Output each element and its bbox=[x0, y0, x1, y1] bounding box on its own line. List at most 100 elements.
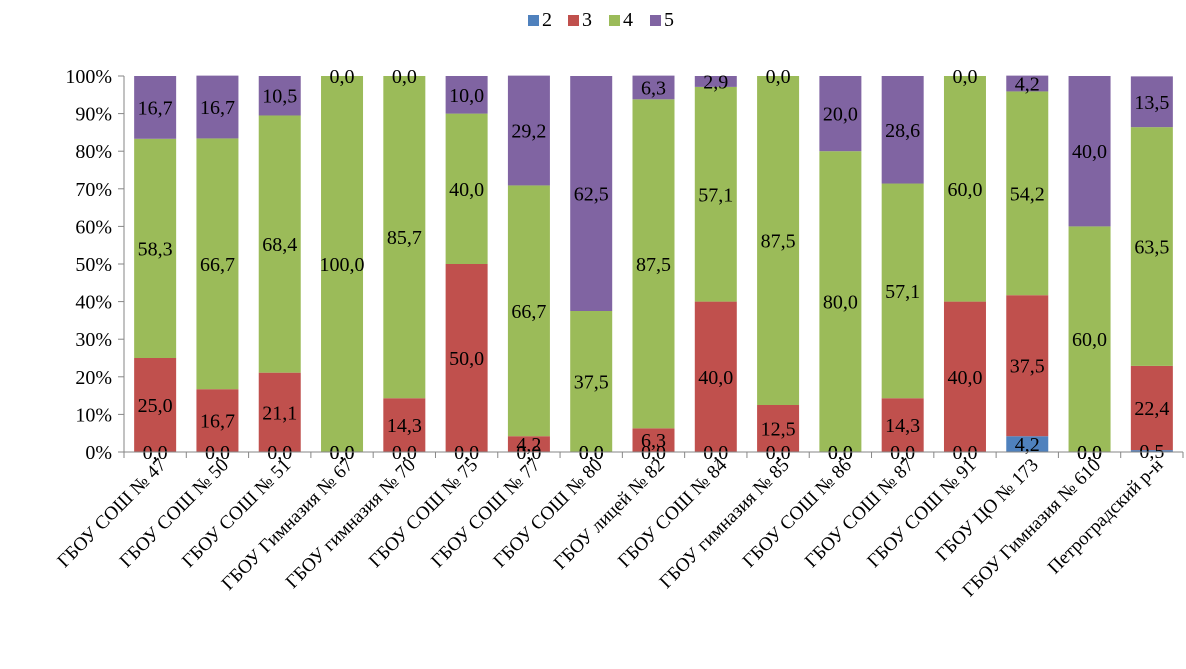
data-label-4: 66,7 bbox=[200, 254, 235, 276]
data-label-3: 40,0 bbox=[947, 367, 982, 389]
bar-segment-3 bbox=[694, 301, 737, 452]
bar-segment-5 bbox=[507, 75, 550, 186]
data-label-3: 12,5 bbox=[761, 419, 796, 441]
y-tick-label: 70% bbox=[75, 179, 112, 201]
legend-swatch-2 bbox=[528, 15, 539, 26]
x-tick-label: ГБОУ СОШ № 50 bbox=[116, 455, 233, 572]
x-tick-label: ГБОУ СОШ № 80 bbox=[489, 455, 606, 572]
data-label-5: 20,0 bbox=[823, 104, 858, 126]
y-tick-label: 40% bbox=[75, 292, 112, 314]
bar-segment-5 bbox=[1068, 76, 1111, 227]
bar-segment-3 bbox=[445, 264, 488, 452]
data-label-4: 87,5 bbox=[636, 254, 671, 276]
y-axis: 0% 10% 20% 30% 40% 50% 60% 70% 80% 90% 100% bbox=[65, 66, 125, 464]
data-label-4: 57,1 bbox=[885, 281, 920, 303]
bar-segment-5 bbox=[570, 76, 613, 311]
bar-segment-4 bbox=[694, 86, 737, 302]
data-label-5: 10,0 bbox=[449, 85, 484, 107]
data-label-3: 0,0 bbox=[1077, 442, 1102, 464]
data-label-3: 50,0 bbox=[449, 348, 484, 370]
bar-segment-4 bbox=[196, 138, 239, 390]
y-tick-label: 20% bbox=[75, 367, 112, 389]
bar-segment-4 bbox=[507, 185, 550, 437]
bar-segment-5 bbox=[196, 75, 239, 139]
data-label-2: 0,0 bbox=[330, 442, 355, 464]
data-label-4: 40,0 bbox=[449, 179, 484, 201]
bar-segment-4 bbox=[632, 99, 675, 429]
bar-segment-5 bbox=[134, 76, 177, 139]
data-label-2: 0,0 bbox=[1077, 442, 1102, 464]
data-label-2: 0,0 bbox=[267, 442, 292, 464]
bar-segment-2 bbox=[1006, 436, 1049, 452]
bar-segment-3 bbox=[1006, 295, 1049, 437]
data-label-5: 62,5 bbox=[574, 184, 609, 206]
data-label-2: 0,0 bbox=[205, 442, 230, 464]
bar-segment-3 bbox=[757, 405, 800, 452]
x-tick-label: ГБОУ СОШ № 77 bbox=[427, 455, 544, 572]
data-label-2: 0,0 bbox=[143, 442, 168, 464]
data-label-5: 0,0 bbox=[952, 66, 977, 88]
data-label-2: 4,2 bbox=[1015, 434, 1040, 456]
bar-segment-4 bbox=[819, 151, 862, 452]
bar-segment-3 bbox=[383, 398, 426, 452]
data-label-2: 0,0 bbox=[454, 442, 479, 464]
y-tick-label: 100% bbox=[65, 66, 112, 88]
bar-segment-4 bbox=[445, 113, 488, 264]
bar-segment-4 bbox=[1068, 226, 1111, 452]
data-label-4: 60,0 bbox=[947, 179, 982, 201]
legend-swatch-4 bbox=[609, 15, 620, 26]
data-label-3: 14,3 bbox=[885, 415, 920, 437]
bar-segment-4 bbox=[321, 76, 364, 452]
data-label-5: 28,6 bbox=[885, 120, 920, 142]
data-label-2: 0,0 bbox=[890, 442, 915, 464]
x-tick-label: Петроградский р-н bbox=[1044, 455, 1168, 579]
data-label-4: 54,2 bbox=[1010, 183, 1045, 205]
bar-segment-5 bbox=[632, 75, 675, 100]
bar-segment-4 bbox=[134, 138, 177, 358]
legend-label-2: 2 bbox=[542, 9, 552, 31]
data-label-4: 68,4 bbox=[262, 234, 297, 256]
bar-segment-4 bbox=[943, 76, 986, 302]
y-tick-label: 60% bbox=[75, 216, 112, 238]
bars bbox=[134, 75, 1173, 452]
bar-segment-3 bbox=[196, 389, 239, 452]
data-label-3: 6,3 bbox=[641, 430, 666, 452]
bar-segment-5 bbox=[1130, 76, 1173, 128]
legend-label-3: 3 bbox=[582, 9, 592, 31]
bar-segment-4 bbox=[570, 311, 613, 452]
bar-segment-3 bbox=[258, 372, 301, 452]
bar-segment-3 bbox=[943, 301, 986, 452]
bar-segment-5 bbox=[1006, 75, 1049, 92]
y-tick-label: 0% bbox=[85, 442, 112, 464]
data-label-5: 4,2 bbox=[1015, 74, 1040, 96]
data-label-5: 0,0 bbox=[330, 66, 355, 88]
x-tick-label: ГБОУ СОШ № 86 bbox=[739, 455, 856, 572]
data-label-4: 58,3 bbox=[138, 238, 173, 260]
data-label-5: 6,3 bbox=[641, 77, 666, 99]
data-label-4: 66,7 bbox=[511, 301, 546, 323]
data-label-5: 29,2 bbox=[511, 121, 546, 143]
data-label-4: 60,0 bbox=[1072, 329, 1107, 351]
bar-segment-5 bbox=[819, 76, 862, 152]
data-label-4: 80,0 bbox=[823, 292, 858, 314]
legend-swatch-5 bbox=[650, 15, 661, 26]
data-label-5: 0,0 bbox=[766, 66, 791, 88]
data-label-3: 0,0 bbox=[828, 442, 853, 464]
x-tick-label: ГБОУ СОШ № 75 bbox=[365, 455, 482, 572]
data-label-2: 0,0 bbox=[766, 442, 791, 464]
data-label-4: 87,5 bbox=[761, 231, 796, 253]
x-tick-label: ГБОУ СОШ № 84 bbox=[614, 454, 732, 572]
bar-segment-3 bbox=[881, 398, 924, 452]
data-label-3: 40,0 bbox=[698, 367, 733, 389]
bar-segment-5 bbox=[881, 76, 924, 184]
bar-segment-5 bbox=[445, 76, 488, 114]
data-label-3: 0,0 bbox=[579, 442, 604, 464]
data-label-5: 0,0 bbox=[392, 66, 417, 88]
bar-segment-4 bbox=[258, 115, 301, 373]
bar-segment-3 bbox=[507, 436, 550, 452]
legend-label-4: 4 bbox=[623, 9, 633, 31]
bar-segment-4 bbox=[383, 76, 426, 399]
bar-segment-4 bbox=[1130, 127, 1173, 366]
